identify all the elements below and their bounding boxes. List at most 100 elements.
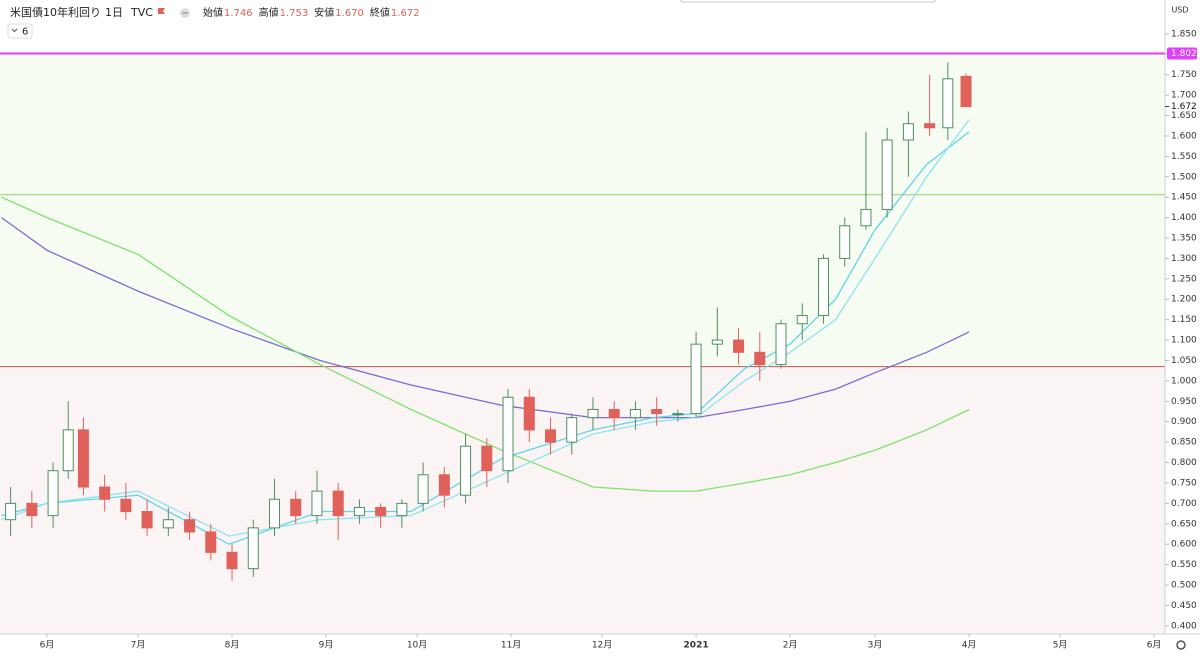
candle-body (162, 519, 174, 529)
candle-body (711, 339, 723, 345)
y-tick-label: 0.900 (1171, 417, 1197, 427)
y-tick-label: 0.400 (1171, 621, 1197, 631)
compare-button[interactable] (7, 23, 33, 39)
candle-body (817, 257, 829, 317)
x-tick-label: 5月 (1053, 640, 1068, 651)
y-tick-label: 1.600 (1171, 131, 1197, 141)
level-badge (1167, 47, 1197, 60)
candle-body (566, 417, 578, 443)
y-tick-label: 0.650 (1171, 519, 1197, 529)
y-tick-label: 0.750 (1171, 478, 1197, 488)
candle-body (438, 474, 450, 496)
x-tick-label: 3月 (868, 640, 883, 651)
source: TVC (130, 6, 153, 19)
candle-body (396, 502, 408, 517)
candle-body (120, 498, 132, 513)
x-tick-label: 4月 (962, 640, 977, 651)
candle-body (184, 519, 196, 533)
y-tick-label: 1.050 (1171, 356, 1197, 366)
candle-body (608, 408, 620, 419)
y-tick-label: 1.200 (1171, 295, 1197, 305)
candle-body (796, 315, 808, 325)
candle-body (924, 123, 936, 129)
y-tick-label: 1.500 (1171, 172, 1197, 182)
moving-average (1, 196, 970, 492)
candle-body (881, 139, 893, 210)
x-tick-label: 7月 (131, 640, 146, 651)
ohlc-label: 終値 (370, 6, 390, 19)
level-label: 1.802 (1171, 49, 1197, 59)
candle-body (587, 408, 599, 419)
zone-lower (0, 366, 1165, 634)
candle-body (332, 490, 344, 517)
y-tick-label: 0.700 (1171, 499, 1197, 509)
ohlc-value: 1.746 (224, 8, 253, 19)
candle-body (523, 396, 535, 431)
x-tick-label: 9月 (319, 640, 334, 651)
y-tick-label: 1.400 (1171, 213, 1197, 223)
x-tick-label: 2月 (783, 640, 798, 651)
candle-body (733, 339, 745, 353)
y-tick-label: 1.150 (1171, 315, 1197, 325)
flag-icon[interactable] (158, 8, 165, 14)
candle-body (651, 408, 663, 415)
last-price-bg (1169, 101, 1199, 112)
y-tick-label: 1.850 (1171, 29, 1197, 39)
currency: USD (1171, 6, 1188, 15)
x-tick-label: 10月 (407, 640, 427, 651)
y-tick-label: 1.100 (1171, 336, 1197, 346)
settings-icon[interactable] (1176, 640, 1186, 650)
candle-body (26, 502, 38, 517)
moving-average (1, 217, 970, 419)
candle-body (353, 506, 365, 517)
y-tick-label: 0.550 (1171, 560, 1197, 570)
candle-body (99, 486, 111, 500)
x-tick-label: 8月 (225, 640, 240, 651)
candle-body (417, 474, 429, 504)
y-tick-label: 1.300 (1171, 254, 1197, 264)
candle-body (268, 498, 280, 529)
y-tick-label: 0.950 (1171, 397, 1197, 407)
candle-body (481, 445, 493, 472)
x-tick-label: 12月 (592, 640, 612, 651)
candle-body (690, 343, 702, 415)
candle-body (754, 351, 766, 366)
candle-body (205, 531, 217, 553)
x-tick-label: 2021 (684, 641, 709, 651)
candle-body (311, 490, 323, 517)
candle-body (247, 527, 259, 570)
candle-body (860, 208, 872, 227)
ohlc-readout: 始値 1.746 高値 1.753 安値 1.670 終値 1.672 (203, 6, 420, 19)
toolbar-edge (679, 0, 937, 3)
y-tick-label: 1.000 (1171, 376, 1197, 386)
plot (0, 52, 1165, 581)
y-tick-label: 0.850 (1171, 438, 1197, 448)
symbol-title[interactable]: 米国債10年利回り (10, 5, 101, 19)
chevron (11, 28, 18, 33)
last-price-label: 1.672 (1171, 102, 1197, 112)
y-tick-label: 1.250 (1171, 274, 1197, 284)
candle-body (672, 413, 684, 416)
candle-body (902, 123, 914, 141)
candle-body (5, 502, 17, 521)
y-tick-label: 1.350 (1171, 234, 1197, 244)
candle-body (545, 429, 557, 443)
candle-body (502, 396, 514, 472)
moving-average (1, 119, 970, 537)
candle-body (62, 429, 74, 472)
y-tick-label: 0.800 (1171, 458, 1197, 468)
compare-count: 6 (22, 27, 28, 38)
x-tick-label: 6月 (40, 640, 55, 651)
ohlc-label: 高値 (259, 6, 279, 19)
moving-average (1, 131, 970, 545)
candle-body (77, 429, 89, 488)
candle-body (960, 75, 972, 108)
axes: 0.400 0.450 0.500 0.550 0.600 0.650 0.700 0.750… (40, 29, 1199, 651)
y-tick-label: 1.450 (1171, 193, 1197, 203)
interval[interactable]: 1日 (105, 6, 123, 19)
x-tick-label: 11月 (501, 640, 521, 651)
gear[interactable] (1176, 640, 1186, 650)
candle-body (47, 470, 59, 517)
candle-body (460, 445, 472, 496)
